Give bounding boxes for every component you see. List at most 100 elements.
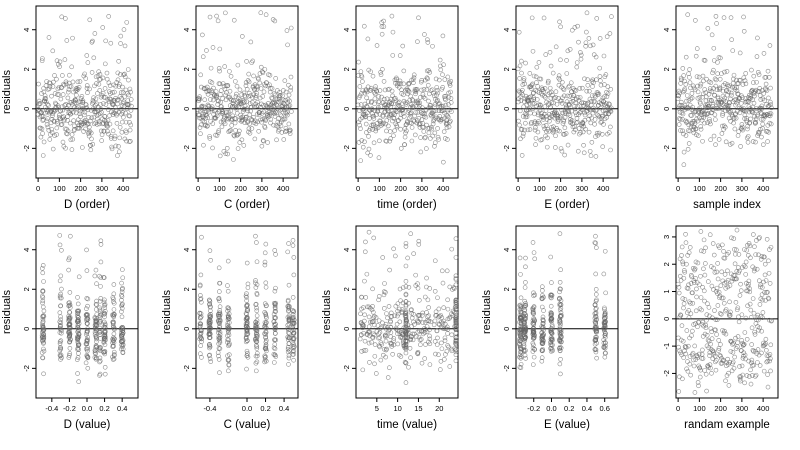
point xyxy=(569,118,575,123)
point xyxy=(732,97,737,103)
x-tick-label: 0 xyxy=(516,184,520,193)
point xyxy=(372,96,378,102)
point xyxy=(118,90,124,95)
x-axis-label: D (order) xyxy=(64,199,110,211)
point xyxy=(281,137,287,142)
point xyxy=(122,74,128,80)
point xyxy=(259,119,264,125)
point xyxy=(418,110,424,115)
x-axis: 0 100 200 300 400 xyxy=(516,178,609,193)
point xyxy=(595,90,601,96)
point xyxy=(197,96,203,102)
point xyxy=(441,159,446,165)
point xyxy=(63,145,68,151)
point xyxy=(547,85,553,91)
point xyxy=(268,86,273,91)
point xyxy=(435,335,440,341)
point xyxy=(88,130,94,136)
point xyxy=(424,310,429,315)
point xyxy=(766,258,771,264)
point xyxy=(271,91,277,97)
point xyxy=(681,88,687,94)
point xyxy=(102,86,108,91)
point xyxy=(424,284,429,290)
point xyxy=(677,90,683,96)
point xyxy=(84,53,90,58)
point xyxy=(216,341,221,347)
point xyxy=(58,96,64,102)
point xyxy=(397,104,403,109)
point xyxy=(269,95,274,101)
point xyxy=(361,23,367,29)
point xyxy=(76,379,81,384)
point xyxy=(246,129,251,135)
point xyxy=(763,81,769,87)
point xyxy=(263,12,269,18)
point xyxy=(39,58,45,64)
point xyxy=(448,118,453,124)
point xyxy=(566,84,571,90)
point xyxy=(425,314,430,320)
point xyxy=(204,113,209,118)
point xyxy=(40,270,46,276)
point xyxy=(240,109,246,114)
point xyxy=(40,114,46,119)
point xyxy=(257,110,262,116)
point xyxy=(210,121,216,126)
point xyxy=(573,110,578,115)
x-tick-label: 100 xyxy=(693,184,706,193)
point xyxy=(530,106,536,112)
point xyxy=(395,301,401,306)
point xyxy=(267,72,273,78)
point xyxy=(64,38,70,43)
point xyxy=(433,108,439,113)
point xyxy=(75,79,81,85)
point xyxy=(686,122,692,128)
point xyxy=(260,94,266,99)
point xyxy=(530,101,535,106)
point xyxy=(740,95,745,101)
point xyxy=(538,76,544,82)
point xyxy=(439,108,445,113)
y-tick-label: -2 xyxy=(342,145,351,152)
point xyxy=(759,292,765,297)
point xyxy=(767,43,773,48)
point xyxy=(449,109,454,114)
point xyxy=(240,34,245,39)
y-tick-label: -2 xyxy=(22,145,31,152)
point xyxy=(592,98,597,104)
point xyxy=(376,94,382,99)
point xyxy=(702,120,707,126)
point xyxy=(423,114,429,120)
point xyxy=(713,14,719,19)
point xyxy=(197,94,202,100)
point xyxy=(553,89,559,95)
point xyxy=(439,104,444,109)
point xyxy=(109,146,115,152)
point xyxy=(699,115,705,121)
point xyxy=(753,139,758,145)
point xyxy=(46,103,51,108)
point xyxy=(558,57,563,63)
point xyxy=(282,78,288,83)
point xyxy=(102,114,108,119)
point xyxy=(244,366,249,372)
point xyxy=(68,137,74,143)
point xyxy=(559,107,564,113)
point xyxy=(447,316,452,321)
point xyxy=(253,278,258,283)
point xyxy=(703,371,709,377)
point xyxy=(363,295,369,300)
point xyxy=(200,115,206,120)
point xyxy=(231,157,236,162)
point xyxy=(416,334,422,340)
point xyxy=(698,295,704,300)
point xyxy=(430,111,436,117)
point xyxy=(531,95,536,100)
point xyxy=(419,78,424,83)
point xyxy=(387,138,393,144)
point xyxy=(89,115,94,121)
point xyxy=(246,79,252,85)
points xyxy=(35,14,134,158)
